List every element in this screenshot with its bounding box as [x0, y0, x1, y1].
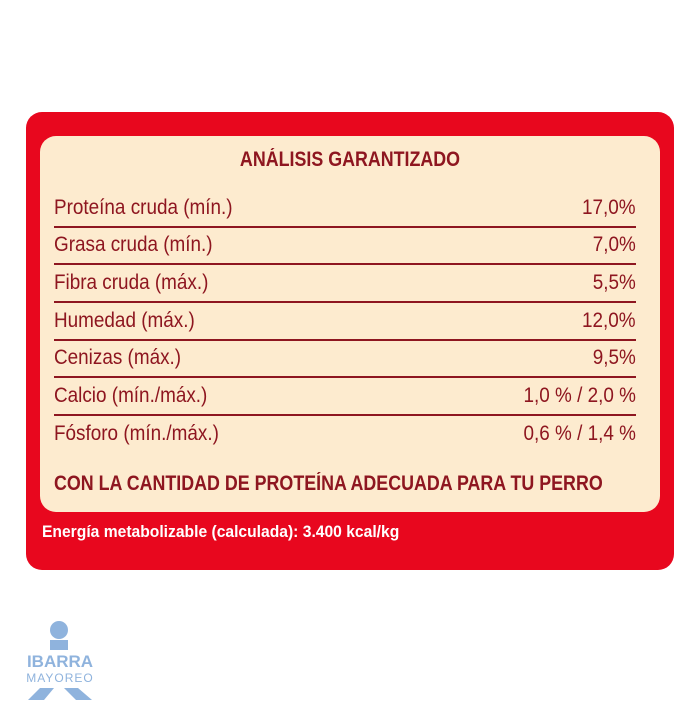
nutrient-label: Calcio (mín./máx.) [54, 384, 208, 407]
analysis-row: Fibra cruda (máx.) 5,5% [54, 265, 636, 303]
analysis-row: Cenizas (máx.) 9,5% [54, 340, 636, 378]
nutrient-value: 12,0% [582, 309, 636, 332]
energy-text: Energía metabolizable (calculada): 3.400… [42, 522, 400, 541]
logo-figure-icon [28, 621, 92, 700]
analysis-row: Calcio (mín./máx.) 1,0 % / 2,0 % [54, 378, 636, 416]
nutrient-label: Grasa cruda (mín.) [54, 233, 213, 256]
logo-line2: MAYOREO [26, 671, 94, 685]
nutrient-value: 7,0% [592, 233, 636, 256]
nutrient-label: Fibra cruda (máx.) [54, 271, 209, 294]
protein-claim: CON LA CANTIDAD DE PROTEÍNA ADECUADA PAR… [54, 472, 603, 495]
analysis-row: Fósforo (mín./máx.) 0,6 % / 1,4 % [54, 416, 636, 454]
nutrient-value: 0,6 % / 1,4 % [523, 422, 636, 445]
panel-title: ANÁLISIS GARANTIZADO [239, 148, 461, 171]
logo-line1: IBARRA [26, 652, 94, 671]
analysis-row: Grasa cruda (mín.) 7,0% [54, 227, 636, 265]
nutrient-value: 1,0 % / 2,0 % [523, 384, 636, 407]
nutrient-label: Proteína cruda (mín.) [54, 196, 233, 219]
nutrient-label: Fósforo (mín./máx.) [54, 422, 219, 445]
ibarra-logo: IBARRA MAYOREO [20, 618, 100, 708]
nutrient-value: 5,5% [592, 271, 636, 294]
analysis-row: Humedad (máx.) 12,0% [54, 303, 636, 341]
nutrient-label: Cenizas (máx.) [54, 346, 182, 369]
nutrient-value: 9,5% [592, 346, 636, 369]
analysis-box [40, 136, 660, 512]
analysis-row: Proteína cruda (mín.) 17,0% [54, 190, 636, 228]
nutrient-value: 17,0% [582, 196, 636, 219]
nutrient-label: Humedad (máx.) [54, 309, 195, 332]
